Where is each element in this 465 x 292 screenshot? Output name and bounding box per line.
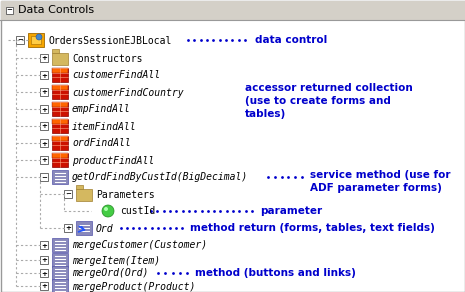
Bar xyxy=(52,102,68,116)
Bar xyxy=(40,122,48,130)
Text: method (buttons and links): method (buttons and links) xyxy=(195,268,356,278)
Bar xyxy=(16,36,24,44)
Text: −: − xyxy=(41,175,47,180)
Text: mergeItem(Item): mergeItem(Item) xyxy=(72,256,160,265)
Bar xyxy=(52,266,68,280)
Bar xyxy=(64,224,72,232)
Text: +: + xyxy=(41,284,47,289)
Text: itemFindAll: itemFindAll xyxy=(72,121,137,131)
Text: +: + xyxy=(41,107,47,112)
Bar xyxy=(52,68,68,73)
Circle shape xyxy=(36,34,42,40)
Bar xyxy=(40,282,48,290)
Bar xyxy=(52,119,68,124)
Text: +: + xyxy=(41,270,47,277)
Bar xyxy=(64,190,72,198)
Text: ordFindAll: ordFindAll xyxy=(72,138,131,149)
Bar xyxy=(52,85,68,99)
Bar xyxy=(28,33,44,47)
Text: tables): tables) xyxy=(245,109,286,119)
Text: getOrdFindByCustId(BigDecimal): getOrdFindByCustId(BigDecimal) xyxy=(72,173,248,182)
Bar xyxy=(52,53,68,65)
Bar xyxy=(40,241,48,249)
Bar xyxy=(52,153,68,158)
Text: +: + xyxy=(41,124,47,129)
Text: productFindAll: productFindAll xyxy=(72,156,154,166)
Text: mergeOrd(Ord): mergeOrd(Ord) xyxy=(72,269,148,279)
Bar xyxy=(76,189,92,201)
Bar xyxy=(40,88,48,96)
Bar xyxy=(52,119,68,133)
Text: +: + xyxy=(41,72,47,79)
Bar xyxy=(52,136,68,150)
Text: empFindAll: empFindAll xyxy=(72,105,131,114)
Bar xyxy=(40,256,48,264)
Bar xyxy=(76,185,83,189)
Text: customerFindAll: customerFindAll xyxy=(72,70,160,81)
Bar xyxy=(6,6,13,13)
Bar xyxy=(40,71,48,79)
Text: −: − xyxy=(6,8,12,13)
Bar xyxy=(52,68,68,82)
Bar xyxy=(52,49,59,53)
Text: service method (use for: service method (use for xyxy=(310,170,451,180)
Bar xyxy=(52,153,68,167)
Text: +: + xyxy=(41,140,47,147)
Bar xyxy=(40,156,48,164)
Bar xyxy=(40,54,48,62)
Text: +: + xyxy=(65,225,71,232)
Text: mergeCustomer(Customer): mergeCustomer(Customer) xyxy=(72,241,207,251)
Text: accessor returned collection: accessor returned collection xyxy=(245,83,413,93)
Bar xyxy=(40,269,48,277)
Bar xyxy=(76,221,92,235)
Text: Data Controls: Data Controls xyxy=(18,5,94,15)
Text: +: + xyxy=(41,55,47,62)
Bar xyxy=(40,173,48,181)
Text: Constructors: Constructors xyxy=(72,53,142,63)
Bar xyxy=(52,136,68,141)
Bar xyxy=(40,105,48,113)
Bar xyxy=(40,139,48,147)
Text: (use to create forms and: (use to create forms and xyxy=(245,96,391,106)
Text: +: + xyxy=(41,157,47,164)
Text: −: − xyxy=(65,192,71,197)
Text: Parameters: Parameters xyxy=(96,190,155,199)
Bar xyxy=(52,279,68,292)
Text: −: − xyxy=(17,37,23,44)
Text: mergeProduct(Product): mergeProduct(Product) xyxy=(72,281,195,291)
Text: +: + xyxy=(41,90,47,95)
Text: Ord: Ord xyxy=(96,223,113,234)
Bar xyxy=(52,102,68,107)
Text: +: + xyxy=(41,242,47,248)
Text: method return (forms, tables, text fields): method return (forms, tables, text field… xyxy=(190,223,435,233)
Bar xyxy=(31,36,41,44)
Bar xyxy=(52,253,68,267)
Text: parameter: parameter xyxy=(260,206,322,216)
Text: +: + xyxy=(41,258,47,263)
Text: OrdersSessionEJBLocal: OrdersSessionEJBLocal xyxy=(48,36,172,46)
Bar xyxy=(52,238,68,252)
Bar xyxy=(52,85,68,90)
Bar xyxy=(52,170,68,184)
Text: custId: custId xyxy=(120,206,155,216)
Text: customerFindCountry: customerFindCountry xyxy=(72,88,184,98)
Bar xyxy=(0,1,465,20)
Text: data control: data control xyxy=(255,35,327,45)
Circle shape xyxy=(102,205,114,217)
Circle shape xyxy=(104,207,108,211)
Text: ADF parameter forms): ADF parameter forms) xyxy=(310,183,442,193)
